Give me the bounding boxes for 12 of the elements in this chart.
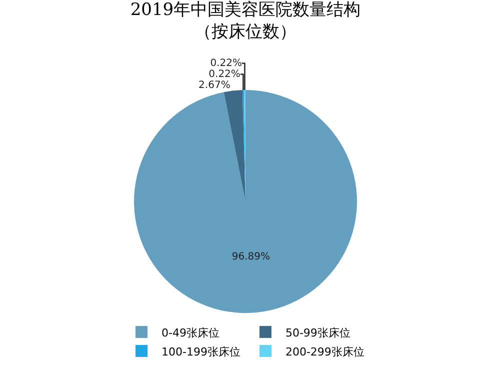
legend-label: 0-49张床位 [162, 326, 220, 340]
chart-title: 2019年中国美容医院数量结构 [130, 0, 361, 20]
data-label: 0.22% [210, 58, 242, 69]
pie-slice [224, 90, 246, 202]
data-label: 2.67% [198, 80, 230, 91]
legend-label: 50-99张床位 [285, 326, 350, 340]
legend-label: 100-199张床位 [162, 345, 240, 358]
chart-subtitle: （按床位数） [194, 22, 296, 42]
data-label: 96.89% [232, 251, 270, 262]
legend-label: 200-299张床位 [285, 345, 364, 358]
pie-slice [134, 90, 357, 313]
data-label: 0.22% [208, 68, 240, 80]
